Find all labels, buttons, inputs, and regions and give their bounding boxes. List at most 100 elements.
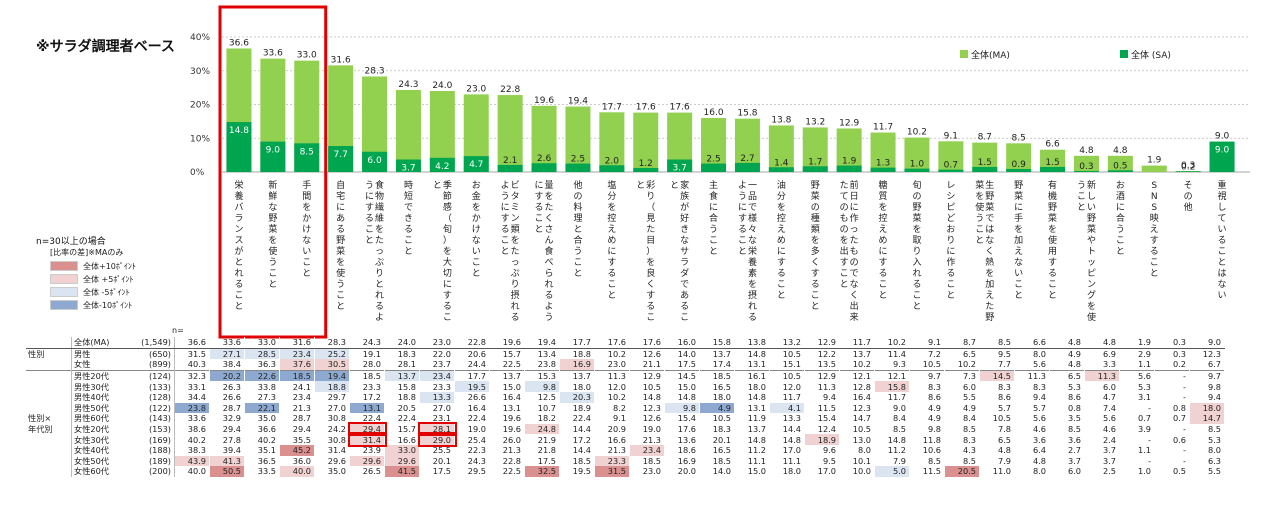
svg-text:し: し xyxy=(1218,202,1227,213)
svg-text:り: り xyxy=(511,279,520,290)
table-cell: - xyxy=(1154,391,1190,403)
table-cell: 1.9 xyxy=(1119,337,1155,349)
bar-sa xyxy=(226,122,252,172)
table-cell: 0.6 xyxy=(1154,434,1190,445)
table-row: 女性50代 (189) 43.9 41.3 36.5 36.0 29.6 29.6 29.6 20… xyxy=(26,455,1225,467)
diff-legend-label: 全体-10ﾎﾟｲﾝﾄ xyxy=(83,300,133,310)
table-cell: 25.5 xyxy=(419,444,455,456)
table-cell: 6.9 xyxy=(1084,347,1120,360)
svg-text:く: く xyxy=(811,258,820,268)
table-cell: 23.8 xyxy=(524,359,560,371)
table-cell: 8.0 xyxy=(1189,444,1225,456)
table-cell: 38.6 xyxy=(174,423,210,435)
svg-text:菜: 菜 xyxy=(1014,190,1023,202)
n-label: n= xyxy=(172,326,184,335)
svg-text:こ: こ xyxy=(234,291,243,301)
table-cell: 22.6 xyxy=(244,369,280,382)
bar-sa xyxy=(734,162,760,172)
svg-text:菜: 菜 xyxy=(1048,212,1057,224)
table-cell: 4.7 xyxy=(1084,391,1120,403)
table-cell: 9.4 xyxy=(804,391,840,403)
table-cell: 13.1 xyxy=(734,402,770,414)
table-cell: 2.4 xyxy=(1084,434,1120,445)
svg-text:す: す xyxy=(777,257,786,268)
svg-text:で: で xyxy=(404,203,413,213)
table-cell: 16.6 xyxy=(594,434,630,445)
table-cell: 6.0 xyxy=(944,381,980,392)
data-label-ma: 24.3 xyxy=(398,80,418,90)
table-cell: 13.4 xyxy=(524,347,560,360)
data-label-sa: 8.5 xyxy=(300,147,314,157)
svg-text:菜: 菜 xyxy=(975,179,984,191)
row-n: (899) xyxy=(133,359,175,371)
svg-text:え: え xyxy=(1014,246,1023,257)
svg-text:は: は xyxy=(1218,268,1227,279)
svg-text:合: 合 xyxy=(1116,212,1125,224)
table-cell: 8.5 xyxy=(944,455,980,467)
table-cell: 6.6 xyxy=(1014,337,1050,349)
table-cell: 24.3 xyxy=(454,455,490,467)
table-cell: 1.1 xyxy=(1119,359,1155,371)
svg-text:よ: よ xyxy=(545,301,554,312)
svg-text:に: に xyxy=(535,180,544,191)
svg-text:新: 新 xyxy=(1087,179,1096,191)
table-cell: 17.4 xyxy=(699,359,735,371)
svg-text:と: と xyxy=(607,290,616,301)
diff-legend-swatch xyxy=(50,274,78,284)
table-cell: 15.1 xyxy=(769,359,805,371)
table-cell: 17.7 xyxy=(559,337,595,349)
svg-text:な: な xyxy=(850,279,859,290)
table-cell: 27.1 xyxy=(209,347,245,360)
data-label-ma: 17.7 xyxy=(602,102,622,112)
data-label-sa: 3.7 xyxy=(672,164,686,174)
svg-text:る: る xyxy=(1150,246,1159,257)
svg-text:え: え xyxy=(1150,224,1159,235)
table-cell: 11.3 xyxy=(804,381,840,392)
table-cell: 12.4 xyxy=(804,423,840,435)
table-cell: 19.1 xyxy=(349,347,385,360)
svg-text:こ: こ xyxy=(535,214,544,224)
svg-text:す: す xyxy=(646,290,655,301)
table-cell: 21.3 xyxy=(594,444,630,456)
diff-legend-swatch xyxy=(50,261,78,271)
table-cell: 13.1 xyxy=(489,402,525,414)
table-cell: 4.8 xyxy=(1084,337,1120,349)
table-cell: 6.5 xyxy=(979,434,1015,445)
table-cell: 26.3 xyxy=(209,381,245,392)
table-cell: 7.8 xyxy=(979,423,1015,435)
svg-text:た: た xyxy=(850,235,859,246)
table-cell: 19.5 xyxy=(454,381,490,392)
svg-text:と: と xyxy=(946,290,955,301)
table-cell: 19.6 xyxy=(489,337,525,349)
table-cell: 22.4 xyxy=(559,413,595,424)
svg-text:と: と xyxy=(777,290,786,301)
table-cell: 13.1 xyxy=(734,359,770,371)
data-label-sa: 1.7 xyxy=(808,157,822,167)
bar-chart: 0%10%20%30%40%36.614.8栄養バランスがとれること33.69.… xyxy=(190,5,1250,339)
bar-sa xyxy=(768,167,794,172)
table-cell: 16.6 xyxy=(384,434,420,445)
table-cell: 5.5 xyxy=(1189,466,1225,477)
table-cell: 8.0 xyxy=(1014,347,1050,360)
svg-text:菜: 菜 xyxy=(811,190,820,202)
table-cell: 24.2 xyxy=(314,423,350,435)
table-cell: 9.4 xyxy=(1014,391,1050,403)
table-cell: 11.7 xyxy=(839,337,875,349)
svg-text:摂: 摂 xyxy=(748,289,757,301)
table-cell: 7.2 xyxy=(909,347,945,360)
svg-text:を: を xyxy=(985,268,994,279)
svg-text:う: う xyxy=(975,213,984,224)
table-cell: 11.5 xyxy=(909,466,945,477)
data-label-sa: 4.2 xyxy=(435,162,449,172)
table-cell: 12.9 xyxy=(629,369,665,382)
table-cell: 45.2 xyxy=(279,444,315,456)
table-cell: 26.6 xyxy=(209,391,245,403)
bar-sa xyxy=(395,159,421,172)
bar-ma xyxy=(802,127,828,172)
table-cell: 35.0 xyxy=(314,466,350,477)
table-cell: 8.6 xyxy=(1049,391,1085,403)
table-cell: 11.7 xyxy=(769,391,805,403)
table-cell: 8.5 xyxy=(1049,423,1085,435)
